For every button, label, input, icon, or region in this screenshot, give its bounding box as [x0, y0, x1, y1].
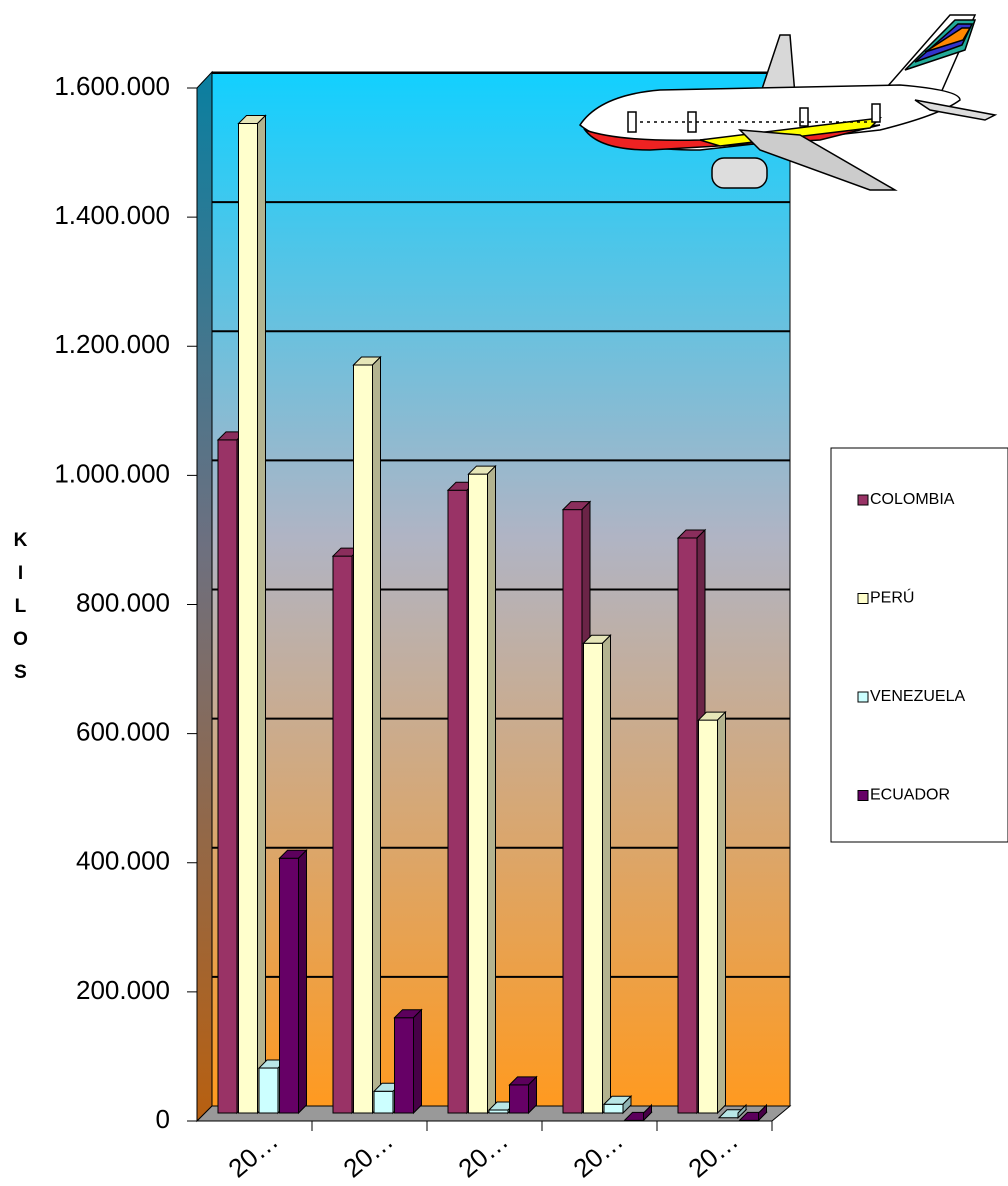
bar-front [562, 509, 583, 1114]
legend-label: ECUADOR [870, 787, 950, 804]
bar-side [528, 1075, 537, 1115]
y-tick-label: 400.000 [76, 846, 170, 876]
y-tick-label: 1.200.000 [54, 329, 170, 359]
legend-swatch [857, 593, 869, 604]
bar [237, 114, 267, 1115]
bar [717, 1103, 748, 1119]
bar [738, 1103, 768, 1122]
airplane [579, 14, 998, 191]
bar-front [468, 473, 488, 1114]
y-tick-label: 200.000 [76, 975, 170, 1005]
bar-front [238, 123, 258, 1114]
bar [697, 710, 727, 1115]
legend [830, 447, 1008, 843]
y-tick-label: 600.000 [76, 717, 170, 747]
bar [623, 1103, 653, 1122]
bar-front [698, 719, 718, 1114]
bar-front [217, 439, 238, 1114]
x-tick-label: 20… [222, 1125, 283, 1183]
legend-label: COLOMBIA [870, 491, 955, 508]
bar-front [509, 1084, 529, 1114]
bar [602, 1095, 633, 1115]
legend-swatch [857, 494, 869, 506]
bar-side [372, 355, 381, 1115]
bar [582, 634, 612, 1115]
bar-side [257, 114, 266, 1115]
y-tick-label: 1.000.000 [54, 458, 170, 488]
bar [508, 1075, 538, 1115]
bar-side [737, 1103, 747, 1119]
legend-swatch [857, 790, 869, 801]
x-tick-label: 20… [682, 1125, 743, 1183]
bar-front [677, 537, 698, 1114]
bar-front [394, 1017, 414, 1114]
bar [352, 355, 382, 1115]
bar-side [717, 710, 726, 1115]
bar [467, 464, 497, 1115]
bar-front [373, 1090, 394, 1114]
bar-front [258, 1067, 279, 1114]
bar-side [413, 1008, 422, 1115]
x-tick-label: 20… [452, 1125, 513, 1183]
bar-side [758, 1103, 767, 1122]
bar-front [279, 857, 299, 1114]
x-tick-label: 20… [567, 1125, 628, 1183]
y-tick-label: 800.000 [76, 587, 170, 617]
legend-label: PERÚ [870, 588, 914, 607]
x-tick-label: 20… [337, 1125, 398, 1183]
bar-front [603, 1103, 624, 1114]
bar-front [447, 489, 468, 1114]
y-axis-title: KILOS [10, 530, 31, 695]
bar-side [643, 1103, 652, 1122]
y-tick-label: 1.400.000 [54, 200, 170, 230]
bar [278, 849, 308, 1115]
bar-front [583, 642, 603, 1114]
bar-side [298, 849, 307, 1115]
bar-side [487, 464, 496, 1115]
bar-front [332, 555, 353, 1114]
bar-side [602, 634, 611, 1115]
side-wall [196, 70, 213, 1123]
bar [393, 1008, 423, 1115]
bar-front [353, 364, 373, 1114]
y-tick-label: 0 [156, 1104, 170, 1134]
legend-label: VENEZUELA [870, 688, 965, 705]
y-tick-label: 1.600.000 [54, 71, 170, 101]
legend-swatch [857, 691, 869, 703]
bar-side [622, 1095, 632, 1115]
